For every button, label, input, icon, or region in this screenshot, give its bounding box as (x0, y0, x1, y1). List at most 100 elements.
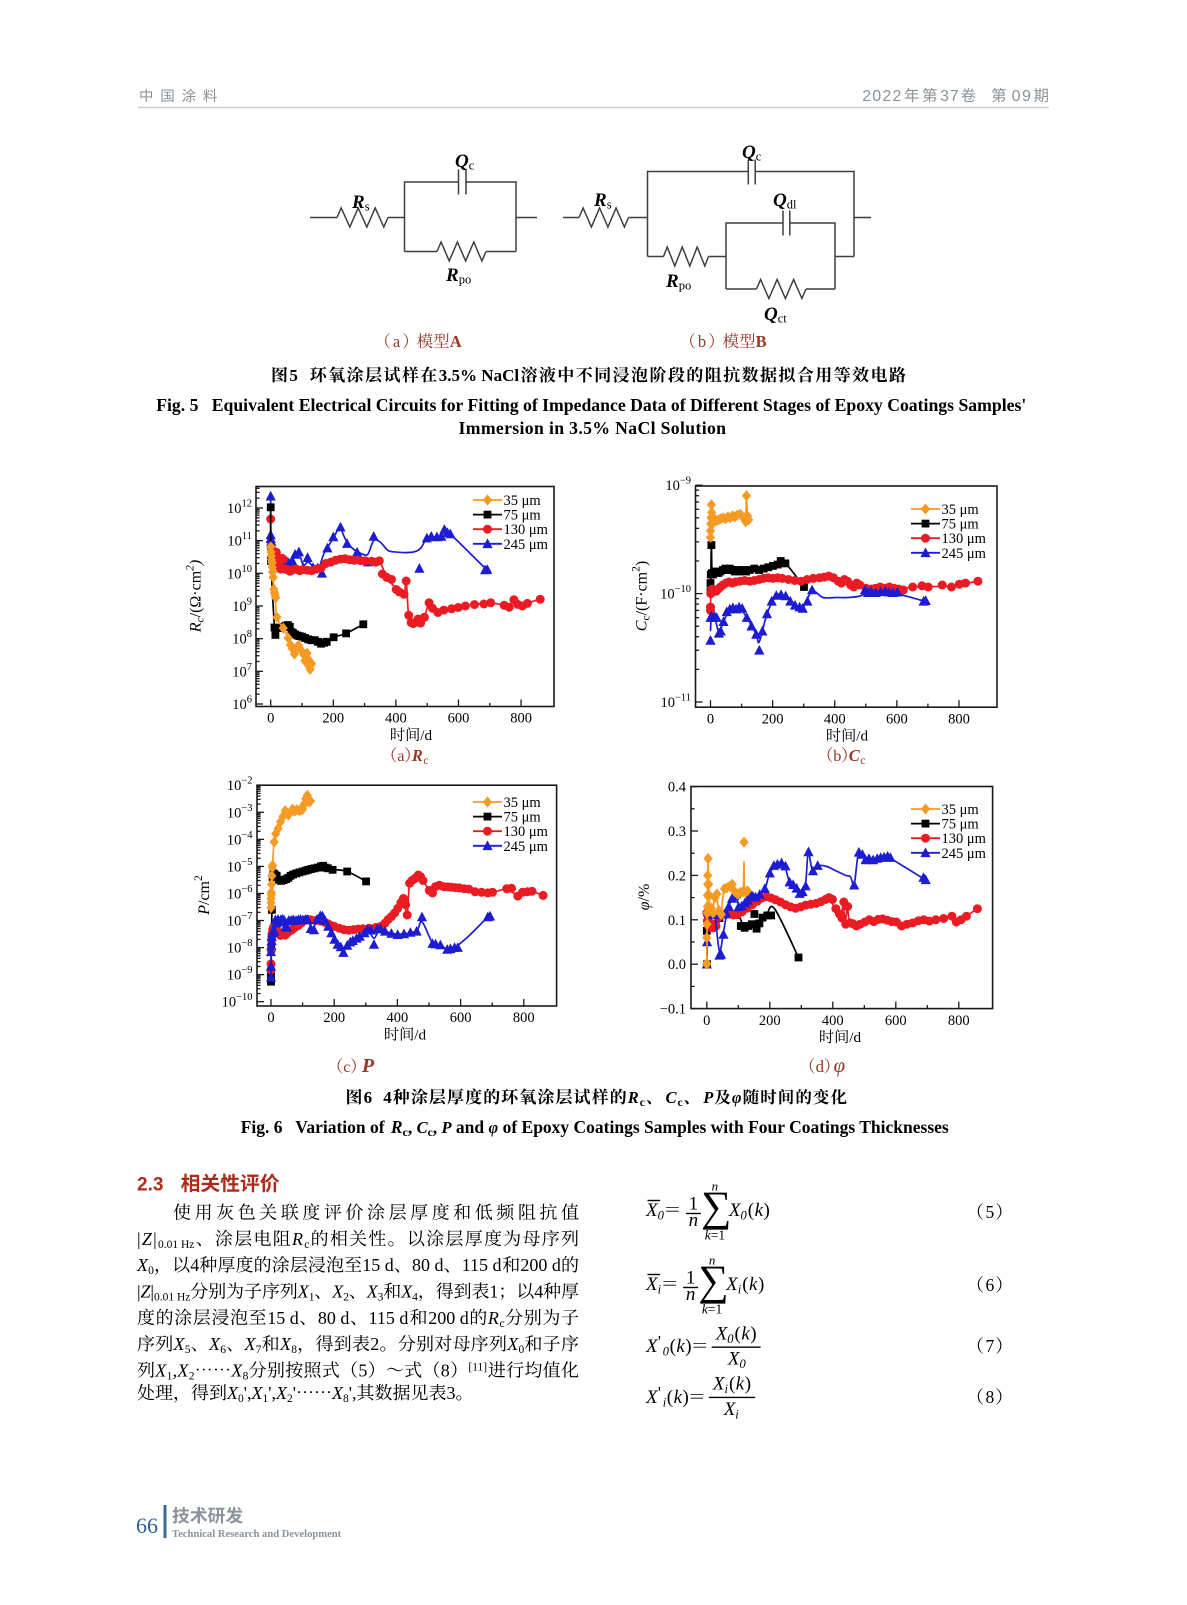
svg-text:5: 5 (289, 366, 298, 385)
svg-text:1: 1 (489, 1282, 498, 1302)
svg-text:): ) (685, 1336, 691, 1357)
svg-text:and: and (452, 1117, 489, 1137)
svg-text:X: X (645, 1387, 659, 1408)
svg-text:6: 6 (364, 1088, 373, 1107)
svg-text:i: i (663, 1396, 667, 1410)
svg-text:80 d: 80 d (318, 1308, 350, 1328)
svg-text:c: c (469, 159, 475, 173)
svg-text:): ) (764, 1200, 770, 1221)
svg-text:Fig. 6 Variation of: Fig. 6 Variation of (241, 1117, 389, 1137)
svg-text:': ' (293, 1383, 296, 1403)
svg-text:800: 800 (513, 1010, 535, 1026)
svg-text:|: | (137, 1229, 141, 1249)
svg-text:09: 09 (1012, 88, 1033, 105)
svg-text:Q: Q (773, 190, 787, 211)
svg-text:8: 8 (441, 1360, 450, 1380)
svg-text:0: 0 (267, 711, 274, 727)
svg-text:200: 200 (762, 711, 784, 727)
svg-text:X: X (366, 1282, 379, 1302)
svg-text:130 μm: 130 μm (942, 831, 987, 847)
svg-text:35 μm: 35 μm (504, 493, 542, 509)
svg-text:X: X (331, 1383, 344, 1403)
svg-text:C: C (666, 1088, 678, 1107)
svg-text:(: ( (670, 1336, 676, 1357)
svg-text:6: 6 (986, 1275, 996, 1295)
svg-text:X: X (728, 1200, 742, 1221)
svg-text:0: 0 (267, 1010, 274, 1026)
svg-text:P/cm2: P/cm2 (193, 875, 213, 916)
svg-text:2022: 2022 (862, 88, 902, 105)
svg-text:': ' (268, 1383, 271, 1403)
svg-text:c: c (500, 1318, 505, 1330)
svg-text:i: i (738, 1283, 742, 1297)
svg-text:/d: /d (414, 1027, 426, 1044)
svg-text:c: c (343, 1057, 350, 1076)
svg-text:8: 8 (343, 1393, 349, 1405)
svg-text:800: 800 (510, 711, 532, 727)
svg-text:0.1: 0.1 (668, 913, 686, 929)
svg-text:(: ( (735, 1324, 741, 1345)
svg-text:∑: ∑ (698, 1257, 728, 1304)
svg-text:X: X (297, 1282, 310, 1302)
svg-text:c: c (860, 755, 865, 767)
svg-text:130 μm: 130 μm (504, 522, 549, 538)
svg-text:X: X (645, 1200, 659, 1221)
svg-text:600: 600 (448, 711, 470, 727)
svg-text:k: k (674, 1387, 683, 1408)
svg-text:b: b (698, 332, 708, 351)
svg-text:c: c (640, 1097, 645, 1109)
svg-text:200: 200 (323, 1010, 345, 1026)
svg-text:n: n (709, 1253, 716, 1268)
svg-text:R: R (411, 746, 423, 765)
svg-text:R: R (665, 271, 679, 292)
svg-text:(: ( (667, 1387, 673, 1408)
svg-text:c: c (678, 1097, 683, 1109)
svg-text:c: c (304, 1239, 309, 1251)
svg-text:0: 0 (148, 1265, 154, 1277)
svg-text:s: s (365, 200, 370, 214)
svg-text:4: 4 (383, 1088, 392, 1107)
svg-text:75 μm: 75 μm (504, 810, 542, 826)
svg-text:/d: /d (849, 1029, 861, 1046)
svg-text:35 μm: 35 μm (942, 502, 980, 518)
svg-text:1: 1 (686, 1268, 696, 1289)
svg-text:245 μm: 245 μm (942, 846, 987, 862)
svg-text:15 d: 15 d (362, 1255, 394, 1275)
svg-text:': ' (244, 1383, 247, 1403)
svg-text:130 μm: 130 μm (942, 531, 987, 547)
svg-text:s: s (607, 198, 612, 212)
svg-text:0.01 Hz: 0.01 Hz (158, 1239, 194, 1251)
svg-text:X: X (154, 1360, 167, 1380)
svg-text:2: 2 (287, 1393, 293, 1405)
svg-text:X: X (725, 1274, 739, 1295)
svg-text:k=1: k=1 (705, 1228, 725, 1243)
svg-text:7: 7 (986, 1336, 996, 1356)
svg-text:): ) (750, 1324, 756, 1345)
svg-text:200 d: 200 d (520, 1255, 561, 1275)
svg-text:B: B (756, 332, 767, 351)
svg-text:P: P (702, 1088, 714, 1107)
svg-text:600: 600 (886, 711, 908, 727)
svg-text:0.0: 0.0 (668, 957, 686, 973)
svg-text:a: a (393, 332, 402, 351)
svg-text:φ: φ (834, 1053, 846, 1077)
svg-text:−0.1: −0.1 (660, 1002, 686, 1018)
svg-text:,: , (173, 1360, 178, 1380)
svg-text:k: k (741, 1324, 750, 1345)
svg-text:n: n (689, 1210, 699, 1231)
svg-text:75 μm: 75 μm (504, 508, 542, 524)
svg-text:0: 0 (727, 1332, 734, 1346)
svg-text:/d: /d (856, 728, 868, 745)
svg-text:X: X (275, 1383, 288, 1403)
svg-text:,: , (272, 1383, 277, 1403)
svg-text:0: 0 (663, 1345, 670, 1359)
svg-text:8: 8 (986, 1387, 996, 1407)
svg-text:4: 4 (412, 1292, 418, 1304)
svg-text:Z: Z (141, 1282, 152, 1302)
svg-text:d: d (816, 1057, 825, 1076)
svg-text:2.3: 2.3 (137, 1175, 163, 1196)
svg-text:R: R (445, 265, 459, 286)
svg-text:7: 7 (256, 1344, 262, 1356)
svg-text:φ: φ (489, 1118, 499, 1137)
svg-text:8: 8 (243, 1370, 249, 1382)
